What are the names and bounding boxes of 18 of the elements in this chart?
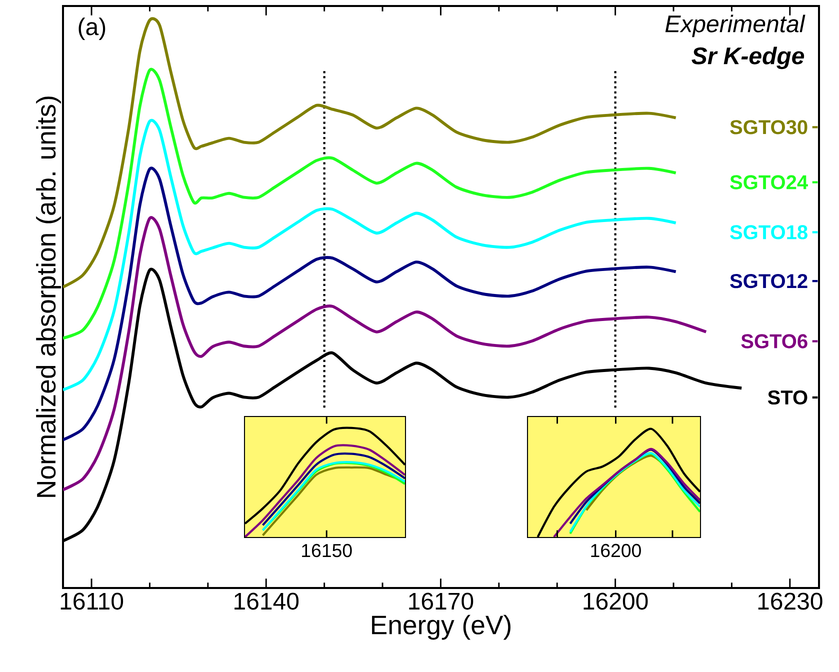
x-tick-label: 16200 [584,592,648,610]
annotation: Sr K-edge [692,46,804,70]
x-axis-title: Energy (eV) [372,614,510,640]
annotation: 16150 [302,544,352,558]
legend-label: SGTO12 [730,274,808,288]
annotation: Experimental [665,14,806,38]
legend-label: SGTO24 [730,175,808,190]
annotation: (a) [78,18,106,40]
x-tick-label: 16230 [758,592,822,610]
x-tick-label: 16170 [409,592,474,610]
legend-label: SGTO18 [730,225,808,240]
x-tick-label: 16140 [234,592,299,610]
legend-label: SGTO6 [741,334,808,348]
annotation: 16200 [591,544,641,558]
legend-label: STO [768,390,808,405]
y-axis-title: Normalized absorption (arb. units) [36,96,61,497]
x-tick-label: 16110 [60,592,124,610]
legend-label: SGTO30 [730,120,808,134]
